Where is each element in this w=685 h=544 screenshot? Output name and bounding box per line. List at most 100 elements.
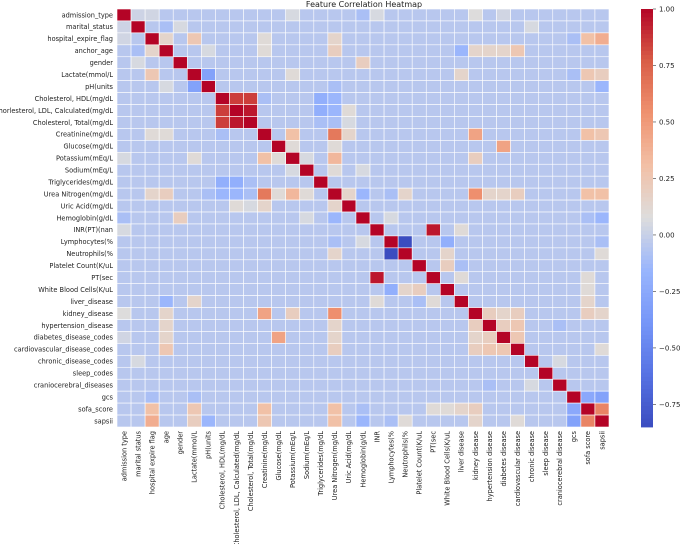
heatmap-cell	[229, 140, 244, 153]
heatmap-cell	[355, 32, 371, 46]
heatmap-cell	[215, 104, 230, 117]
colorbar-segment	[641, 351, 653, 357]
heatmap-cell	[257, 104, 272, 117]
heatmap-cell	[552, 259, 568, 273]
heatmap-cell	[271, 68, 286, 81]
heatmap-cell	[144, 68, 160, 81]
colorbar-segment	[641, 255, 653, 261]
heatmap-cell	[411, 20, 427, 34]
heatmap-cell	[594, 211, 610, 225]
heatmap-cell	[327, 283, 343, 296]
colorbar-segment	[641, 347, 653, 353]
heatmap-cell	[594, 128, 610, 141]
heatmap-cell	[229, 402, 244, 416]
heatmap-cell	[285, 44, 301, 58]
heatmap-cell	[299, 223, 315, 237]
heatmap-cell	[468, 187, 483, 201]
heatmap-cell	[496, 331, 511, 344]
heatmap-cell	[116, 8, 132, 22]
heatmap-cell	[271, 32, 286, 46]
heatmap-cell	[285, 175, 301, 189]
y-tick-labels: admission_type marital_status hospital_exp…	[0, 11, 114, 425]
heatmap-cell	[285, 116, 301, 129]
heatmap-cell	[454, 152, 469, 165]
heatmap-cell	[580, 80, 596, 93]
heatmap-cell	[158, 104, 174, 117]
heatmap-cell	[552, 8, 568, 22]
heatmap-cell	[285, 355, 301, 368]
heatmap-cell	[215, 223, 230, 237]
heatmap-cell	[201, 211, 216, 225]
heatmap-cell	[383, 44, 399, 58]
heatmap-cell	[425, 187, 441, 201]
heatmap-cell	[201, 283, 216, 296]
heatmap-cell	[116, 163, 132, 177]
x-tick-label: Sodium(mEq/L	[303, 431, 311, 479]
heatmap-cell	[327, 92, 343, 105]
heatmap-cell	[172, 331, 188, 344]
heatmap-cell	[130, 271, 146, 284]
heatmap-cell	[172, 390, 188, 404]
heatmap-cell	[229, 295, 244, 308]
colorbar-segment	[641, 259, 653, 265]
heatmap-cell	[383, 187, 399, 201]
heatmap-cell	[341, 163, 357, 177]
y-tick-label: chronic_disease_codes	[38, 358, 114, 366]
heatmap-cell	[285, 152, 301, 165]
heatmap-cell	[116, 32, 132, 46]
heatmap-cell	[411, 307, 427, 320]
heatmap-cell	[172, 104, 188, 117]
heatmap-cell	[383, 271, 399, 284]
heatmap-cell	[116, 92, 132, 105]
heatmap-cell	[186, 211, 202, 225]
heatmap-cell	[186, 20, 202, 34]
heatmap-cell	[257, 223, 272, 237]
heatmap-cell	[566, 307, 582, 320]
heatmap-cell	[496, 271, 511, 284]
heatmap-cell	[454, 331, 469, 344]
colorbar-segment	[641, 247, 653, 252]
colorbar-tick-label: 0.50	[659, 118, 675, 126]
colorbar-segment	[641, 42, 653, 48]
heatmap-cell	[130, 366, 146, 380]
colorbar-segment	[641, 289, 653, 294]
heatmap-cell	[130, 378, 146, 392]
heatmap-cell	[496, 92, 511, 105]
heatmap-cell	[215, 211, 230, 225]
heatmap-cell	[285, 20, 301, 34]
heatmap-cell	[594, 8, 610, 22]
heatmap-cell	[566, 104, 582, 117]
heatmap-cell	[186, 163, 202, 177]
heatmap-cell	[158, 199, 174, 213]
heatmap-cell	[341, 378, 357, 392]
heatmap-cell	[313, 319, 329, 332]
heatmap-cell	[538, 247, 554, 261]
heatmap-cell	[243, 187, 258, 201]
heatmap-cell	[383, 402, 399, 416]
heatmap-cell	[201, 295, 216, 308]
heatmap-cell	[144, 8, 160, 22]
heatmap-cell	[215, 390, 230, 404]
heatmap-cell	[397, 343, 413, 356]
heatmap-cell	[257, 175, 272, 189]
heatmap-cell	[454, 116, 469, 129]
heatmap-cell	[369, 152, 385, 165]
heatmap-cell	[369, 378, 385, 392]
heatmap-cell	[496, 235, 511, 249]
y-tick-label: cardiovascular_disease_codes	[14, 346, 114, 354]
heatmap-cell	[271, 140, 286, 153]
heatmap-cell	[186, 378, 202, 392]
heatmap-cell	[299, 378, 315, 392]
heatmap-cell	[468, 175, 483, 189]
heatmap-cell	[482, 32, 497, 46]
heatmap-cell	[454, 319, 469, 332]
heatmap-cell	[510, 163, 525, 177]
colorbar-segment	[641, 318, 653, 323]
heatmap-cell	[482, 223, 497, 237]
heatmap-cell	[355, 414, 371, 428]
heatmap-cell	[215, 8, 230, 22]
heatmap-cell	[172, 402, 188, 416]
heatmap-cell	[243, 140, 258, 153]
heatmap-cell	[341, 32, 357, 46]
heatmap-cell	[524, 56, 540, 70]
